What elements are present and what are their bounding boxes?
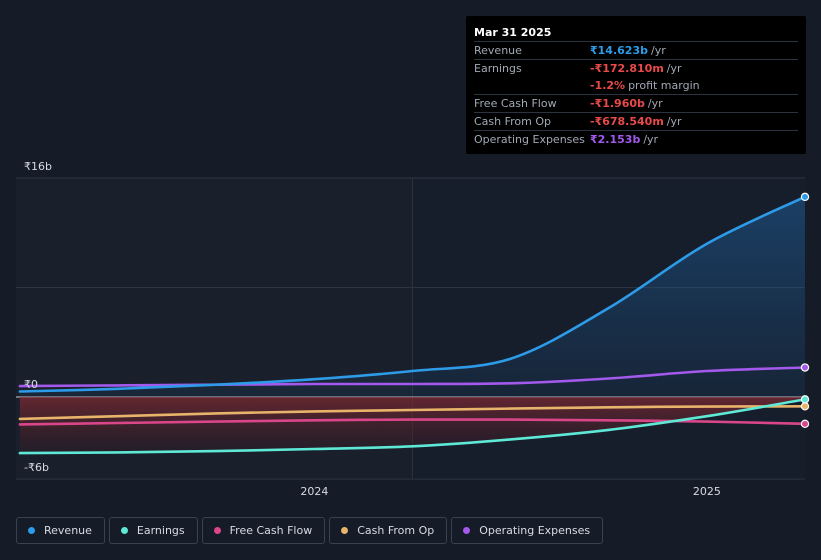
legend-item-earnings[interactable]: Earnings [108,517,198,544]
legend-item-revenue[interactable]: Revenue [16,517,105,544]
x-tick-label: 2025 [693,485,721,498]
tooltip-row-label: Revenue [474,44,522,57]
series-end-point [800,419,810,429]
legend-dot-icon [120,527,128,534]
legend-item-cash-from-op[interactable]: Cash From Op [329,517,448,544]
legend-dot-icon [28,527,35,534]
tooltip-row-unit: /yr [666,62,682,75]
tooltip-row-value: -₹172.810m [590,62,664,75]
earnings-area [19,397,805,454]
tooltip-row: Free Cash Flow -₹1.960b/yr [474,94,798,112]
legend: Revenue Earnings Free Cash Flow Cash From O… [16,517,604,544]
tooltip-row-unit: profit margin [628,79,700,92]
legend-dot-icon [341,527,349,534]
series-line-revenue [18,195,807,393]
legend-item-free-cash-flow[interactable]: Free Cash Flow [201,517,326,544]
chart-area: ₹16b ₹0 -₹6b 2024 2025 [16,160,810,498]
legend-label: Free Cash Flow [229,524,313,537]
legend-dot-icon [213,527,221,534]
legend-label: Revenue [44,524,92,537]
legend-item-operating-expenses[interactable]: Operating Expenses [451,517,604,544]
legend-dot-icon [463,527,471,534]
tooltip-row: Cash From Op -₹678.540m/yr [474,112,798,130]
series-end-point [800,402,810,411]
legend-label: Operating Expenses [479,524,591,537]
series-end-point [800,192,810,202]
legend-label: Cash From Op [357,524,435,537]
tooltip-row-value: -₹1.960b [590,97,645,110]
y-tick-label: ₹16b [24,160,52,173]
legend-label: Earnings [136,524,185,537]
series-end-point [800,363,810,372]
y-tick-label: -₹6b [24,461,49,474]
x-tick-label: 2024 [300,485,328,498]
tooltip-row-label: Operating Expenses [474,133,585,146]
tooltip-row: Revenue ₹14.623b/yr [474,41,798,59]
tooltip-row-value: ₹2.153b [590,133,641,146]
tooltip-row-unit: /yr [650,44,666,57]
tooltip-row-label: Earnings [474,62,522,75]
tooltip-row-value: -₹678.540m [590,115,664,128]
tooltip-row: Earnings -₹172.810m/yr [474,59,798,77]
series-line-operating-expenses [18,366,807,388]
tooltip-row-value: -1.2% [590,79,626,92]
tooltip-panel: Mar 31 2025 Revenue ₹14.623b/yr Earnings -₹… [466,16,806,154]
y-tick-label: ₹0 [24,378,38,391]
tooltip-row-unit: /yr [647,97,663,110]
tooltip-row-label [474,77,590,94]
tooltip-row-label: Free Cash Flow [474,97,557,110]
tooltip-date: Mar 31 2025 [474,26,552,39]
series-line-cash-from-op [18,405,807,421]
series-end-point [800,395,810,404]
tooltip-row-label: Cash From Op [474,115,552,128]
revenue-area [19,196,805,397]
tooltip-row: -1.2% profit margin [474,77,798,94]
series-line-earnings [18,398,807,455]
tooltip-row: Operating Expenses ₹2.153b/yr [474,130,798,148]
tooltip-row-unit: /yr [666,115,682,128]
tooltip-row-value: ₹14.623b [590,44,648,57]
tooltip-row-unit: /yr [643,133,659,146]
